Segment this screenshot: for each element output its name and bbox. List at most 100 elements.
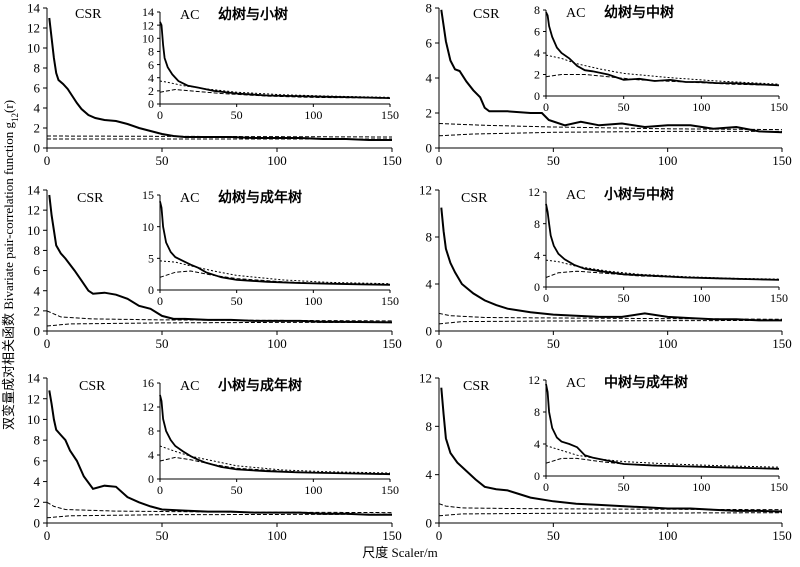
null-model-label-ac: AC bbox=[566, 188, 585, 203]
main-lower-envelope bbox=[46, 321, 392, 327]
main-x-tick-label: 100 bbox=[267, 528, 287, 543]
inset-y-tick-label: 4 bbox=[534, 46, 540, 60]
main-y-tick-label: 0 bbox=[426, 141, 433, 156]
inset-x-tick-label: 150 bbox=[770, 291, 788, 305]
inset-x-tick-label: 150 bbox=[770, 100, 788, 114]
inset-y-tick-label: 0 bbox=[148, 283, 154, 297]
main-y-tick-label: 0 bbox=[34, 141, 41, 156]
main-x-tick-label: 50 bbox=[547, 153, 560, 168]
inset-y-tick-label: 6 bbox=[534, 25, 540, 39]
inset-y-tick-label: 2 bbox=[534, 68, 540, 82]
inset-x-tick-label: 150 bbox=[381, 483, 399, 497]
inset-x-tick-label: 0 bbox=[543, 480, 549, 494]
inset-upper-envelope bbox=[545, 54, 780, 85]
null-model-label-csr: CSR bbox=[79, 379, 106, 394]
inset-y-tick-label: 8 bbox=[534, 405, 540, 419]
main-y-tick-label: 14 bbox=[27, 371, 41, 386]
inset-y-tick-label: 0 bbox=[534, 469, 540, 483]
main-y-tick-label: 2 bbox=[34, 121, 41, 136]
inset-y-tick-label: 4 bbox=[534, 249, 540, 263]
main-lower-envelope bbox=[438, 319, 783, 325]
x-axis-label: 尺度 Scaler/m bbox=[362, 545, 437, 560]
inset-observed-line bbox=[159, 394, 391, 476]
main-observed-line bbox=[48, 17, 392, 141]
inset-y-tick-label: 8 bbox=[534, 217, 540, 231]
inset-y-tick-label: 16 bbox=[142, 376, 154, 390]
inset-lower-envelope bbox=[545, 74, 780, 86]
main-y-tick-label: 6 bbox=[34, 453, 41, 468]
inset-x-tick-label: 100 bbox=[692, 480, 710, 494]
main-x-tick-label: 100 bbox=[658, 528, 678, 543]
main-y-tick-label: 2 bbox=[34, 303, 41, 318]
null-model-label-ac: AC bbox=[180, 379, 199, 394]
main-y-tick-label: 8 bbox=[426, 419, 433, 434]
panel-2: 0 50 100 150 0 2 4 6 8 CSR 0 50 100 150 0 2 4 6 8 AC 幼树与中树 bbox=[426, 1, 792, 168]
main-lower-envelope bbox=[46, 513, 393, 519]
inset-y-tick-label: 0 bbox=[534, 280, 540, 294]
inset-title: 中树与成年树 bbox=[604, 374, 688, 391]
inset-y-tick-label: 0 bbox=[148, 97, 154, 111]
inset-x-tick-label: 0 bbox=[157, 108, 163, 122]
main-upper-envelope bbox=[438, 312, 783, 320]
inset-x-tick-label: 50 bbox=[231, 108, 243, 122]
main-y-tick-label: 12 bbox=[419, 371, 432, 386]
main-x-tick-label: 150 bbox=[382, 336, 402, 351]
inset-x-tick-label: 150 bbox=[381, 108, 399, 122]
inset-y-tick-label: 5 bbox=[148, 252, 154, 266]
main-x-tick-label: 50 bbox=[547, 336, 560, 351]
main-y-tick-label: 0 bbox=[426, 324, 433, 339]
main-x-tick-label: 50 bbox=[156, 153, 169, 168]
main-x-tick-label: 0 bbox=[44, 528, 51, 543]
main-y-tick-label: 10 bbox=[27, 412, 40, 427]
inset-y-tick-label: 4 bbox=[148, 448, 154, 462]
main-y-tick-label: 8 bbox=[426, 1, 433, 16]
inset-x-tick-label: 50 bbox=[618, 480, 630, 494]
main-x-tick-label: 0 bbox=[44, 153, 51, 168]
null-model-label-csr: CSR bbox=[77, 191, 104, 206]
inset-y-tick-label: 4 bbox=[148, 71, 154, 85]
main-observed-line bbox=[440, 207, 782, 322]
main-upper-envelope bbox=[438, 503, 783, 511]
main-lower-envelope bbox=[438, 512, 783, 517]
main-y-tick-label: 8 bbox=[34, 433, 41, 448]
main-x-tick-label: 0 bbox=[436, 336, 443, 351]
main-x-tick-label: 150 bbox=[382, 153, 402, 168]
null-model-label-ac: AC bbox=[566, 376, 585, 391]
inset-y-tick-label: 6 bbox=[148, 58, 154, 72]
inset-y-tick-label: 12 bbox=[142, 18, 154, 32]
inset-upper-envelope bbox=[545, 445, 780, 468]
main-y-tick-label: 6 bbox=[426, 36, 433, 51]
inset-x-tick-label: 50 bbox=[231, 294, 243, 308]
main-observed-line bbox=[440, 9, 783, 134]
main-x-tick-label: 0 bbox=[44, 336, 51, 351]
inset-x-tick-label: 150 bbox=[770, 480, 788, 494]
main-y-tick-label: 2 bbox=[426, 106, 433, 121]
y-axis-label: 双变量成对相关函数 Bivariate pair-correlation fun… bbox=[1, 100, 20, 430]
inset-upper-envelope bbox=[159, 260, 391, 285]
main-y-tick-label: 4 bbox=[426, 71, 433, 86]
inset-y-tick-label: 10 bbox=[142, 31, 154, 45]
inset-x-tick-label: 100 bbox=[304, 483, 322, 497]
null-model-label-csr: CSR bbox=[461, 191, 488, 206]
main-x-tick-label: 150 bbox=[382, 528, 402, 543]
null-model-label-csr: CSR bbox=[473, 7, 500, 22]
inset-x-tick-label: 50 bbox=[618, 100, 630, 114]
main-y-tick-label: 4 bbox=[34, 474, 41, 489]
main-y-tick-label: 10 bbox=[27, 223, 40, 238]
main-y-tick-label: 2 bbox=[34, 495, 41, 510]
main-x-tick-label: 100 bbox=[658, 336, 678, 351]
inset-x-tick-label: 100 bbox=[692, 100, 710, 114]
inset-observed-line bbox=[545, 203, 780, 281]
main-x-tick-label: 100 bbox=[658, 153, 678, 168]
main-y-tick-label: 6 bbox=[34, 263, 41, 278]
inset-x-tick-label: 0 bbox=[543, 100, 549, 114]
inset-observed-line bbox=[159, 201, 391, 286]
main-x-tick-label: 0 bbox=[436, 528, 443, 543]
main-x-tick-label: 150 bbox=[772, 336, 792, 351]
main-x-tick-label: 100 bbox=[267, 153, 287, 168]
main-x-tick-label: 150 bbox=[772, 528, 792, 543]
inset-x-tick-label: 100 bbox=[304, 108, 322, 122]
main-x-tick-label: 50 bbox=[547, 528, 560, 543]
